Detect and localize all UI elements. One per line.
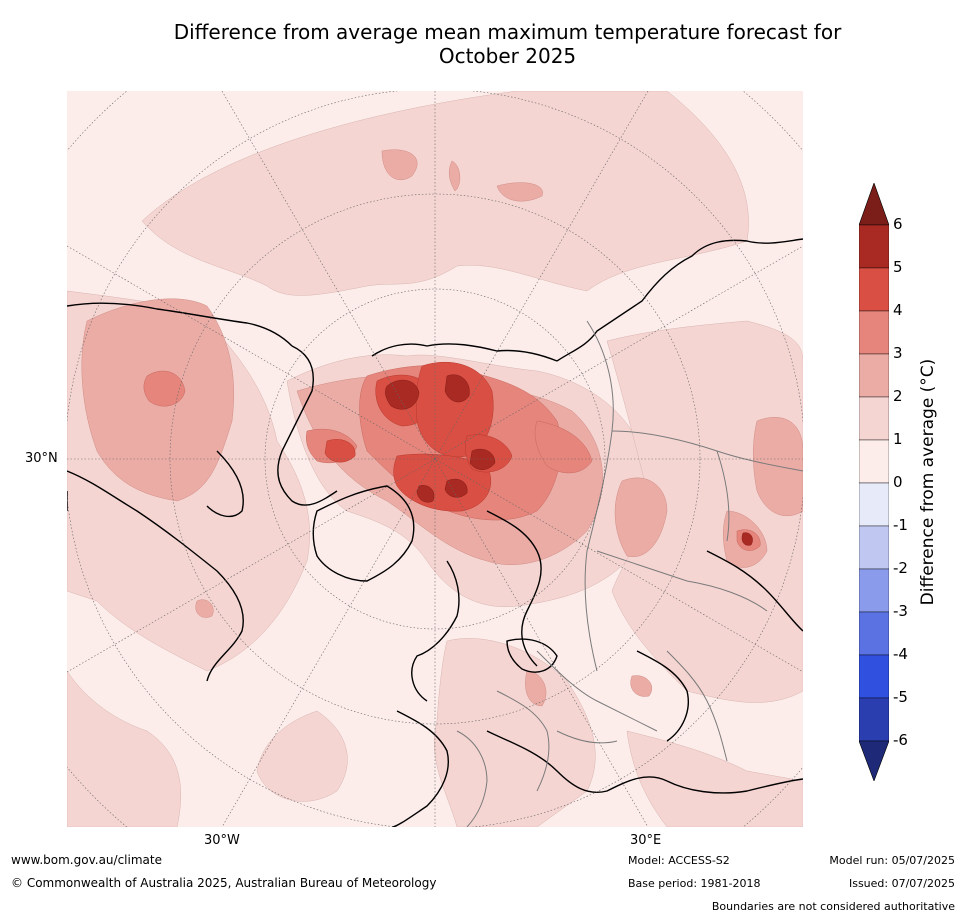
colorbar-tick-label: 1 (893, 430, 903, 448)
lat-label-30n: 30°N (25, 451, 58, 466)
colorbar-band-m5tom4 (859, 654, 889, 699)
country-borders (456, 320, 803, 827)
colorbar-band-m1to0 (859, 482, 889, 527)
colorbar-band-0to1 (859, 439, 889, 484)
colorbar-band-m6tom5 (859, 697, 889, 742)
title-line-2: October 2025 (438, 44, 577, 68)
forecast-map (67, 91, 803, 827)
footer-base-period: Base period: 1981-2018 (628, 877, 761, 890)
footer-issued: Issued: 07/07/2025 (848, 877, 955, 890)
footer-website: www.bom.gov.au/climate (11, 853, 162, 867)
colorbar-tick-label: -6 (893, 731, 908, 749)
colorbar-tick-label: -1 (893, 516, 908, 534)
colorbar-band-1to2 (859, 396, 889, 441)
graticule (67, 91, 803, 827)
colorbar-band-4to5 (859, 267, 889, 312)
footer-model-run: Model run: 05/07/2025 (829, 854, 955, 867)
colorbar-band-m3tom2 (859, 568, 889, 613)
colorbar-extend-high (859, 183, 889, 226)
colorbar-tick-label: -2 (893, 559, 908, 577)
colorbar-tick-label: 3 (893, 344, 903, 362)
colorbar-tick-label: -3 (893, 602, 908, 620)
footer-copyright: © Commonwealth of Australia 2025, Austra… (11, 876, 437, 890)
colorbar-band-5to6 (859, 224, 889, 269)
colorbar-band-3to4 (859, 310, 889, 355)
colorbar (859, 183, 889, 781)
colorbar-band-2to3 (859, 353, 889, 398)
colorbar-tick-label: 2 (893, 387, 903, 405)
footer-model: Model: ACCESS-S2 (628, 854, 730, 867)
lon-label-30e: 30°E (630, 833, 662, 848)
colorbar-axis-label: Difference from average (°C) (918, 358, 938, 606)
colorbar-tick-label: 4 (893, 301, 903, 319)
colorbar-tick-label: 6 (893, 215, 903, 233)
colorbar-tick-label: 0 (893, 473, 903, 491)
colorbar-band-m4tom3 (859, 611, 889, 656)
title-line-1: Difference from average mean maximum tem… (173, 20, 842, 44)
colorbar-tick-label: -5 (893, 688, 908, 706)
colorbar-tick-label: 5 (893, 258, 903, 276)
footer-disclaimer: Boundaries are not considered authoritat… (711, 900, 955, 913)
lon-label-30w: 30°W (204, 833, 240, 848)
anomaly-5to6 (385, 374, 753, 546)
colorbar-extend-low (859, 740, 889, 781)
colorbar-tick-label: -4 (893, 645, 908, 663)
colorbar-band-m2tom1 (859, 525, 889, 570)
chart-title: Difference from average mean maximum tem… (60, 20, 955, 68)
